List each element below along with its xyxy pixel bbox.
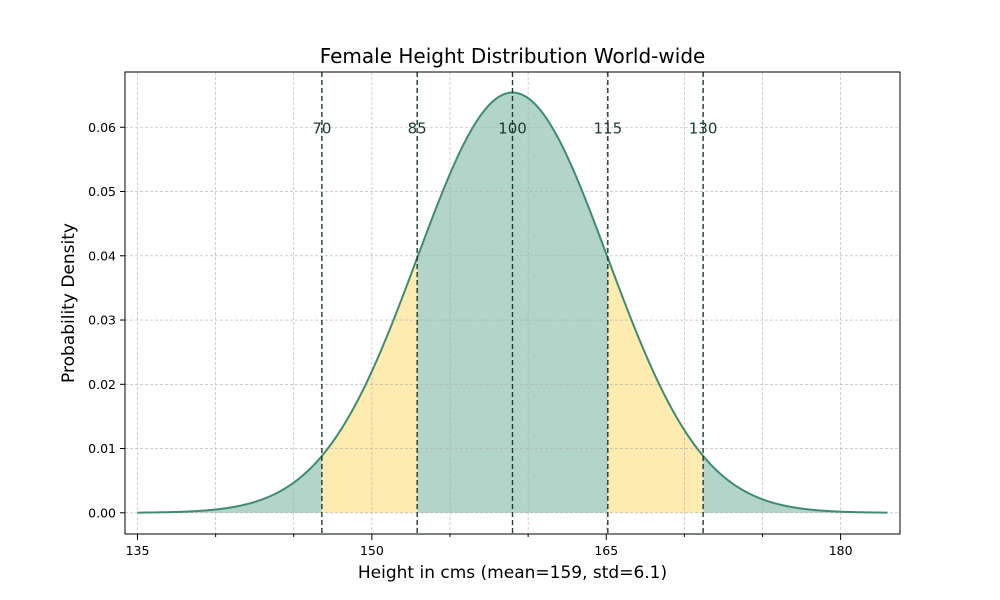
y-tick-label: 0.02	[88, 377, 116, 392]
marker-label-100: 100	[498, 119, 527, 137]
y-tick-label: 0.03	[88, 313, 116, 328]
marker-label-115: 115	[593, 119, 622, 137]
marker-lines: 70 85 100 115 130	[312, 72, 717, 534]
y-axis-label: Probability Density	[59, 223, 79, 383]
x-tick-label: 135	[126, 543, 150, 558]
marker-label-70: 70	[312, 119, 331, 137]
y-tick-label: 0.01	[88, 441, 116, 456]
plot-frame	[124, 71, 901, 535]
density-band-1	[417, 92, 608, 513]
marker-label-130: 130	[689, 119, 718, 137]
x-tick-label: 180	[829, 543, 853, 558]
marker-label-85: 85	[408, 119, 427, 137]
y-tick-label: 0.06	[88, 120, 116, 135]
y-tick-label: 0.05	[88, 184, 116, 199]
y-tick-label: 0.04	[88, 248, 116, 263]
y-tick-label: 0.00	[88, 505, 116, 520]
y-axis: 0.00 0.01 0.02 0.03 0.04 0.05 0.06	[88, 120, 125, 520]
x-axis: 135 150 165 180	[126, 534, 853, 558]
chart-title: Female Height Distribution World-wide	[320, 44, 706, 68]
right-tail-area	[703, 455, 888, 513]
x-tick-label: 165	[594, 543, 618, 558]
x-axis-label: Height in cms (mean=159, std=6.1)	[358, 563, 667, 583]
left-tail-area	[137, 455, 322, 513]
x-tick-label: 150	[360, 543, 384, 558]
